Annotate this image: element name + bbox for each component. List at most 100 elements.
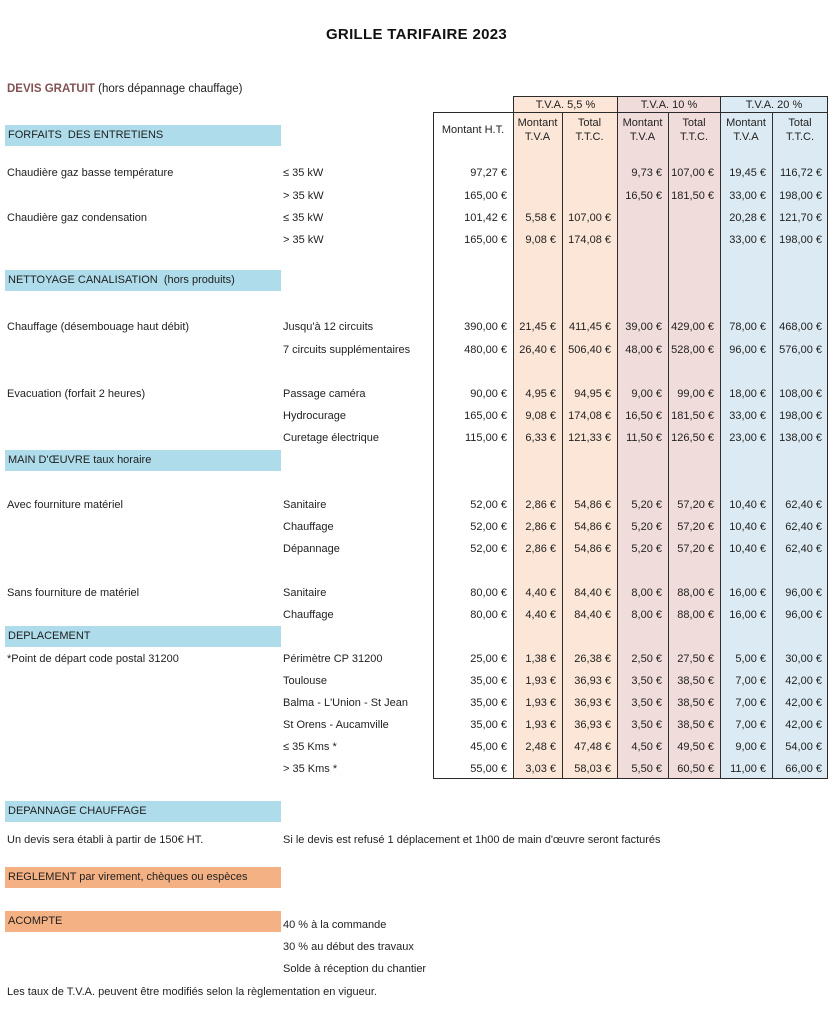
cell-montant-ht: 115,00 € bbox=[464, 432, 507, 444]
cell-montant-tva-55: 4,40 € bbox=[525, 587, 556, 599]
row-label bbox=[7, 670, 279, 692]
cell-montant-tva-20: 16,00 € bbox=[729, 609, 766, 621]
table-row: > 35 Kms * 55,00 € 3,03 € 58,03 € 5,50 €… bbox=[0, 758, 833, 780]
cell-total-ttc-20: 42,00 € bbox=[785, 697, 822, 709]
cell-total-ttc-55: 36,93 € bbox=[574, 719, 611, 731]
cell-montant-tva-55: 2,86 € bbox=[525, 543, 556, 555]
free-quote-rest: (hors dépannage chauffage) bbox=[94, 83, 243, 95]
cell-montant-tva-10: 2,50 € bbox=[631, 653, 662, 665]
cell-montant-tva-55 bbox=[513, 162, 562, 184]
cell-total-ttc-55: 121,33 € bbox=[568, 432, 611, 444]
row-label bbox=[7, 516, 279, 538]
table-gridline bbox=[562, 112, 563, 779]
cell-montant-tva-55: 1,93 € bbox=[525, 719, 556, 731]
cell-total-ttc-55: 36,93 € bbox=[574, 697, 611, 709]
cell-montant-ht: 97,27 € bbox=[470, 167, 507, 179]
col-header-montant-tva-20: Montant T.V.A bbox=[726, 117, 766, 143]
cell-montant-tva-20: 7,00 € bbox=[735, 675, 766, 687]
cell-total-ttc-10: 99,00 € bbox=[677, 388, 714, 400]
table-row: Balma - L'Union - St Jean 35,00 € 1,93 €… bbox=[0, 692, 833, 714]
row-sublabel: > 35 kW bbox=[283, 190, 324, 202]
cell-montant-ht: 390,00 € bbox=[464, 321, 507, 333]
section-band: REGLEMENT par virement, chèques ou espèc… bbox=[5, 867, 281, 888]
row-sublabel: > 35 kW bbox=[283, 234, 324, 246]
cell-total-ttc-10: 181,50 € bbox=[671, 190, 714, 202]
table-row: Chaudière gaz basse température ≤ 35 kW … bbox=[0, 162, 833, 184]
cell-total-ttc-20: 116,72 € bbox=[779, 167, 822, 179]
cell-total-ttc-20: 62,40 € bbox=[785, 499, 822, 511]
cell-total-ttc-20: 30,00 € bbox=[785, 653, 822, 665]
cell-total-ttc-20: 198,00 € bbox=[779, 234, 822, 246]
table-row: St Orens - Aucamville 35,00 € 1,93 € 36,… bbox=[0, 714, 833, 736]
cell-total-ttc-10: 107,00 € bbox=[671, 167, 714, 179]
cell-montant-tva-20: 33,00 € bbox=[729, 234, 766, 246]
cell-montant-tva-20: 10,40 € bbox=[729, 521, 766, 533]
row-sublabel: Jusqu'à 12 circuits bbox=[283, 321, 374, 333]
cell-total-ttc-55: 84,40 € bbox=[574, 609, 611, 621]
cell-montant-tva-10: 48,00 € bbox=[625, 344, 662, 356]
cell-montant-tva-10: 5,20 € bbox=[631, 543, 662, 555]
cell-montant-ht: 45,00 € bbox=[470, 741, 507, 753]
cell-total-ttc-55: 36,93 € bbox=[574, 675, 611, 687]
cell-total-ttc-10: 181,50 € bbox=[671, 410, 714, 422]
col-header-montant-tva-10: Montant T.V.A bbox=[622, 117, 663, 143]
cell-total-ttc-55: 94,95 € bbox=[574, 388, 611, 400]
cell-montant-tva-20: 33,00 € bbox=[729, 190, 766, 202]
column-stripe-tva-20 bbox=[720, 112, 828, 779]
row-sublabel: Dépannage bbox=[283, 543, 340, 555]
cell-montant-tva-55: 9,08 € bbox=[525, 234, 556, 246]
cell-montant-tva-10: 39,00 € bbox=[625, 321, 662, 333]
row-sublabel: Chauffage bbox=[283, 521, 334, 533]
col-header-total-ttc-10: Total T.T.C. bbox=[679, 117, 709, 143]
table-row: *Point de départ code postal 31200 Périm… bbox=[0, 648, 833, 670]
note-text: 30 % au début des travaux bbox=[283, 941, 414, 953]
cell-montant-ht: 52,00 € bbox=[470, 521, 507, 533]
table-row: Chauffage 80,00 € 4,40 € 84,40 € 8,00 € … bbox=[0, 604, 833, 626]
note-text: 40 % à la commande bbox=[283, 919, 387, 931]
cell-total-ttc-55: 54,86 € bbox=[574, 499, 611, 511]
cell-montant-tva-55: 6,33 € bbox=[525, 432, 556, 444]
cell-total-ttc-55 bbox=[562, 162, 617, 184]
cell-montant-tva-10: 5,20 € bbox=[631, 521, 662, 533]
cell-montant-tva-55: 21,45 € bbox=[519, 321, 556, 333]
row-sublabel: Chauffage bbox=[283, 609, 334, 621]
cell-total-ttc-20: 96,00 € bbox=[785, 587, 822, 599]
free-quote-line: DEVIS GRATUIT (hors dépannage chauffage) bbox=[7, 82, 242, 97]
row-sublabel: ≤ 35 Kms * bbox=[283, 741, 337, 753]
cell-total-ttc-55: 84,40 € bbox=[574, 587, 611, 599]
cell-montant-ht: 480,00 € bbox=[464, 344, 507, 356]
table-row: ≤ 35 Kms * 45,00 € 2,48 € 47,48 € 4,50 €… bbox=[0, 736, 833, 758]
note-text: Les taux de T.V.A. peuvent être modifiés… bbox=[7, 986, 377, 998]
cell-montant-tva-20: 96,00 € bbox=[729, 344, 766, 356]
cell-montant-tva-55: 2,48 € bbox=[525, 741, 556, 753]
column-stripe-tva-55 bbox=[513, 112, 617, 779]
group-header-tva-55: T.V.A. 5,5 % bbox=[513, 96, 618, 113]
row-label: *Point de départ code postal 31200 bbox=[7, 653, 179, 665]
cell-montant-tva-20: 20,28 € bbox=[729, 212, 766, 224]
cell-total-ttc-55: 506,40 € bbox=[568, 344, 611, 356]
cell-total-ttc-10: 88,00 € bbox=[677, 587, 714, 599]
row-label: Evacuation (forfait 2 heures) bbox=[7, 388, 146, 400]
cell-montant-tva-10: 16,50 € bbox=[625, 410, 662, 422]
cell-montant-tva-55: 4,95 € bbox=[525, 388, 556, 400]
cell-total-ttc-20: 54,00 € bbox=[785, 741, 822, 753]
cell-montant-tva-55: 26,40 € bbox=[519, 344, 556, 356]
row-label bbox=[7, 339, 279, 361]
cell-montant-tva-55: 1,38 € bbox=[525, 653, 556, 665]
table-gridline bbox=[513, 112, 514, 779]
cell-total-ttc-55: 54,86 € bbox=[574, 543, 611, 555]
cell-montant-tva-10: 9,00 € bbox=[631, 388, 662, 400]
table-row: 7 circuits supplémentaires 480,00 € 26,4… bbox=[0, 339, 833, 361]
cell-montant-tva-10 bbox=[617, 207, 668, 229]
row-sublabel: Balma - L'Union - St Jean bbox=[283, 697, 408, 709]
row-label: Chaudière gaz condensation bbox=[7, 212, 148, 224]
cell-total-ttc-10: 49,50 € bbox=[677, 741, 714, 753]
row-label: Chaudière gaz basse température bbox=[7, 167, 174, 179]
cell-total-ttc-20: 96,00 € bbox=[785, 609, 822, 621]
cell-montant-tva-20: 5,00 € bbox=[735, 653, 766, 665]
cell-montant-tva-20: 10,40 € bbox=[729, 543, 766, 555]
cell-total-ttc-55: 174,08 € bbox=[568, 234, 611, 246]
cell-montant-tva-20: 18,00 € bbox=[729, 388, 766, 400]
col-header-montant-ht: Montant H.T. bbox=[441, 124, 505, 136]
